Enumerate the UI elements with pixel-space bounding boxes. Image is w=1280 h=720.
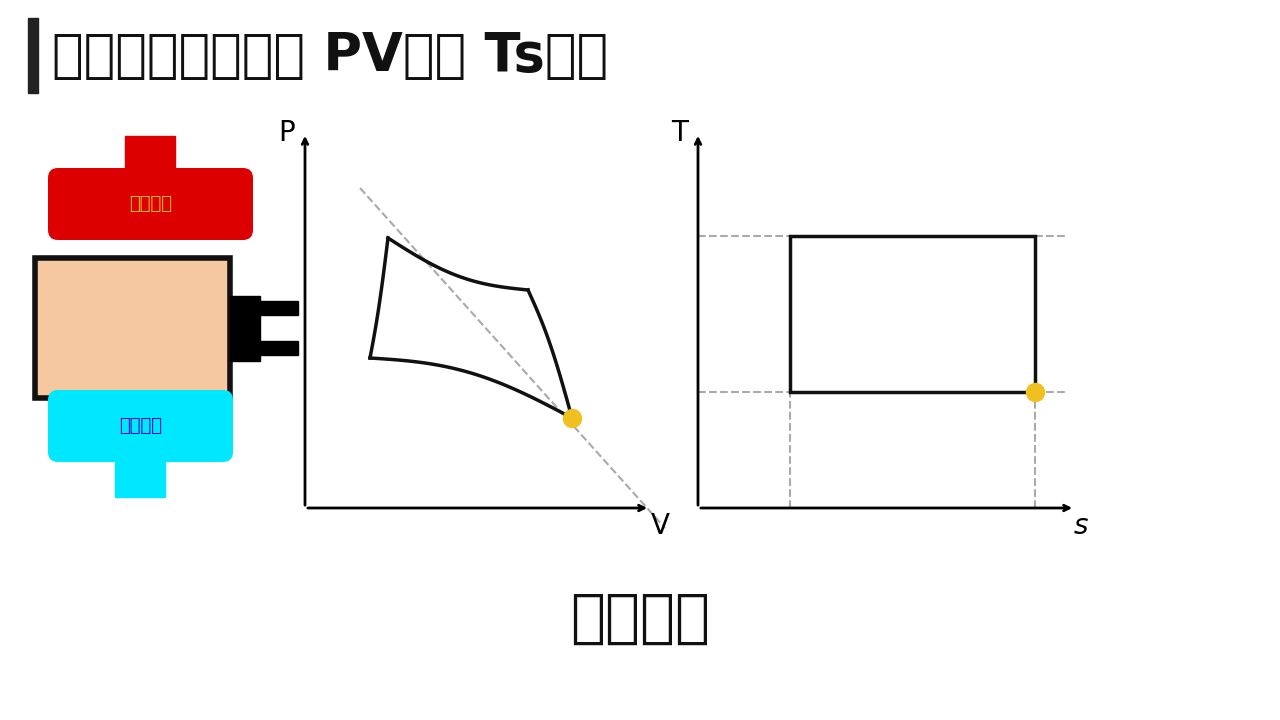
- Bar: [28, 18, 38, 93]
- Bar: [125, 136, 175, 178]
- Text: V: V: [650, 512, 669, 540]
- Bar: [35, 258, 230, 398]
- Text: 低温熱源: 低温熱源: [119, 417, 163, 435]
- FancyBboxPatch shape: [49, 168, 253, 240]
- Bar: [790, 236, 1036, 392]
- Text: 高温熱源: 高温熱源: [129, 195, 172, 213]
- Text: T: T: [672, 119, 689, 147]
- FancyBboxPatch shape: [49, 390, 233, 462]
- Bar: [260, 341, 298, 355]
- Text: s: s: [1074, 512, 1088, 540]
- Bar: [115, 452, 165, 497]
- Text: P: P: [279, 119, 296, 147]
- Bar: [230, 295, 260, 361]
- Text: 等温圧縮: 等温圧縮: [570, 590, 710, 647]
- Text: カルノーサイクル PV線図 Ts線図: カルノーサイクル PV線図 Ts線図: [52, 30, 608, 81]
- Bar: [260, 301, 298, 315]
